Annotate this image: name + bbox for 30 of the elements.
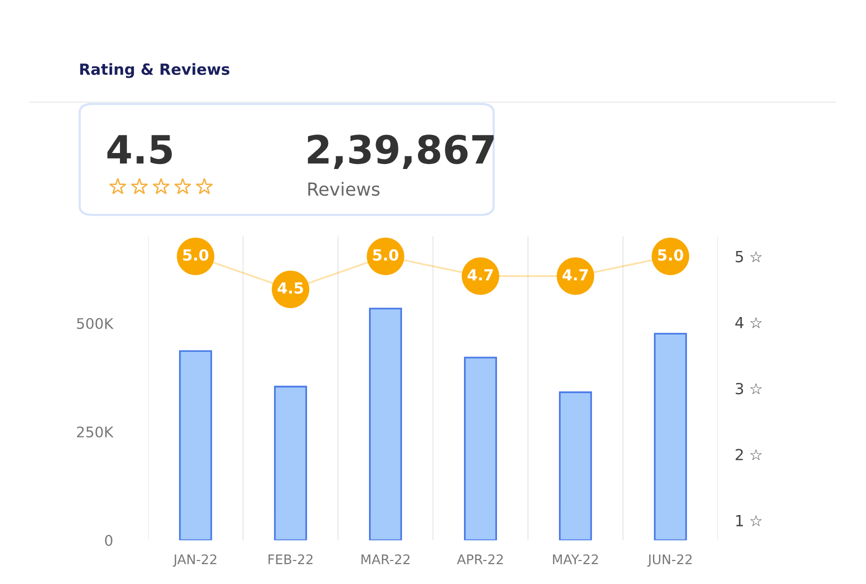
data-label: 4.7 [468,269,493,280]
text: Reviews [308,182,380,196]
bar [464,356,497,540]
y2-tick-label: 4 ☆ [735,317,762,328]
data-label: 5.0 [658,249,684,261]
data-label: 5.0 [183,249,208,261]
y-tick-label: 0 [105,534,112,546]
bar [558,391,592,540]
y2-tick-label: 2 ☆ [736,448,762,460]
x-tick-label: JUN-22 [647,554,692,567]
bar [274,386,308,540]
x-tick-label: FEB-22 [268,554,312,564]
bar [179,350,212,540]
x-tick-label: MAY-22 [553,554,598,564]
bar [654,332,687,540]
x-tick-label: JAN-22 [172,554,216,567]
x-tick-label: APR-22 [457,554,503,564]
data-label: 5.0 [373,249,398,261]
text: 4.5 [107,135,172,164]
y-tick-label: 500K [77,318,114,330]
y2-tick-label: 3 ☆ [736,382,762,394]
y-tick-label: 250K [77,426,114,438]
y2-tick-label: 1 ☆ [736,515,762,526]
bar [369,308,402,540]
chart-title: Rating & Reviews [80,63,230,78]
y2-tick-label: 5 ☆ [736,250,762,262]
data-label: 4.5 [278,282,304,294]
text: 2,39,867 [308,134,494,170]
x-tick-label: MAR-22 [362,554,410,564]
data-label: 4.7 [562,269,588,280]
